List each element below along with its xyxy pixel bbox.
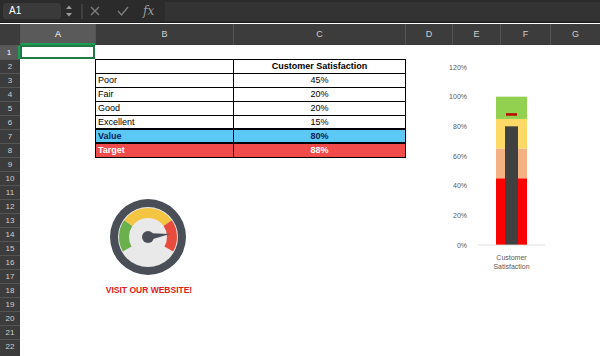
row-header: 16 — [0, 255, 20, 269]
y-tick-label: 20% — [453, 212, 467, 219]
value-bar — [505, 126, 518, 245]
gauge-icon[interactable] — [108, 197, 188, 277]
table-cell: 20% — [233, 87, 406, 102]
row-header: 1 — [0, 45, 20, 59]
table-cell: Customer Satisfaction — [233, 59, 406, 74]
table-cell: Target — [95, 143, 234, 158]
gauge-red — [168, 223, 172, 249]
row-header: 13 — [0, 213, 20, 227]
y-tick-label: 80% — [453, 123, 467, 130]
selected-cell — [20, 45, 95, 59]
row-header: 11 — [0, 185, 20, 199]
gauge-yellow — [128, 213, 167, 223]
formula-input — [165, 2, 600, 21]
row-header: 3 — [0, 73, 20, 87]
column-header: D — [405, 24, 452, 45]
y-tick-label: 120% — [449, 64, 467, 71]
row-header: 10 — [0, 171, 20, 185]
row-header: 4 — [0, 87, 20, 101]
row-header: 12 — [0, 199, 20, 213]
table-cell — [95, 59, 234, 74]
y-tick-label: 40% — [453, 182, 467, 189]
column-header: E — [452, 24, 500, 45]
spinner-up — [66, 6, 72, 10]
column-header: F — [500, 24, 550, 45]
row-header: 2 — [0, 59, 20, 73]
row-header: 8 — [0, 143, 20, 157]
row-header: 9 — [0, 157, 20, 171]
target-marker — [506, 113, 517, 116]
column-header: G — [550, 24, 600, 45]
row-header: 20 — [0, 311, 20, 325]
table-cell: Good — [95, 101, 234, 116]
chart: 0%20%40%60%80%100%120% — [0, 0, 600, 356]
table-cell: 45% — [233, 73, 406, 88]
row-header: 6 — [0, 115, 20, 129]
separator — [82, 4, 83, 19]
x-tick-label: Customer Satisfaction — [480, 253, 544, 271]
table-cell: Poor — [95, 73, 234, 88]
spreadsheet-window: A1fxABCDEFG12345678910111213141516171819… — [0, 0, 600, 356]
table-divider — [95, 142, 406, 144]
gauge-hub — [142, 231, 154, 243]
x-axis-line — [478, 245, 545, 246]
table-divider — [95, 128, 406, 130]
row-header: 22 — [0, 339, 20, 353]
row-header: 17 — [0, 269, 20, 283]
y-tick-label: 0% — [457, 242, 467, 249]
gauge-face — [118, 207, 178, 267]
row-header: 15 — [0, 241, 20, 255]
row-header: 7 — [0, 129, 20, 143]
y-tick-label: 100% — [449, 93, 467, 100]
row-header: 19 — [0, 297, 20, 311]
table-cell: Fair — [95, 87, 234, 102]
spinner-down — [66, 13, 72, 17]
gauge-green — [124, 223, 128, 249]
column-header: B — [95, 24, 233, 45]
website-link[interactable]: VISIT OUR WEBSITE! — [90, 284, 208, 296]
row-header: 14 — [0, 227, 20, 241]
gauge-ring — [110, 199, 186, 275]
y-tick-label: 60% — [453, 153, 467, 160]
name-box: A1 — [3, 3, 61, 19]
table-cell: 88% — [233, 143, 406, 158]
column-header: A — [20, 24, 95, 45]
stack-segment — [496, 97, 527, 119]
enter-icon — [118, 7, 128, 15]
table-cell: 20% — [233, 101, 406, 116]
row-header: 5 — [0, 101, 20, 115]
cancel-icon — [91, 7, 99, 15]
function-label: fx — [143, 3, 154, 19]
column-header: C — [233, 24, 405, 45]
row-header: 18 — [0, 283, 20, 297]
plot-marks — [496, 97, 527, 245]
row-header: 21 — [0, 325, 20, 339]
